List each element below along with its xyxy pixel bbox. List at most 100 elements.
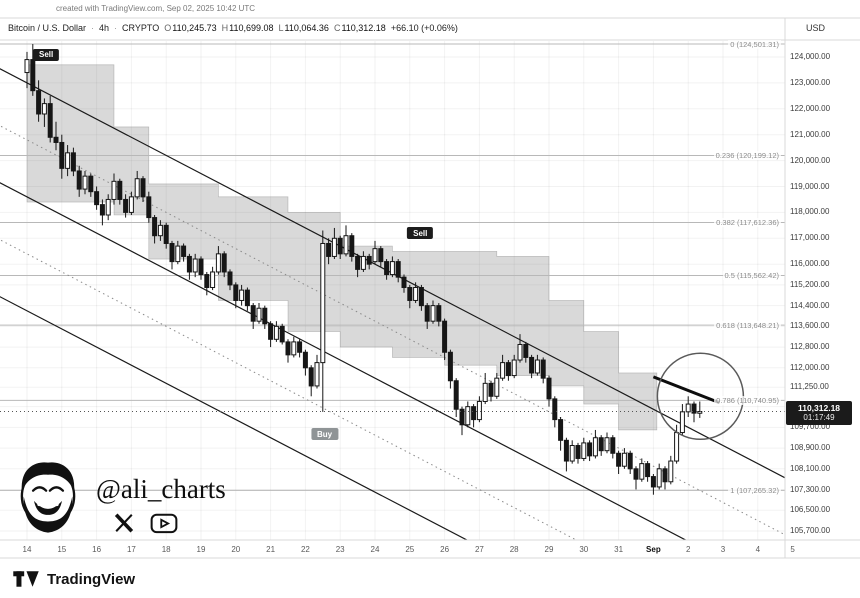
- watermark-handle: @ali_charts: [96, 474, 226, 504]
- candle-down: [453, 380, 459, 410]
- candle-down: [627, 452, 633, 470]
- price-axis-tick[interactable]: 118,000.00: [790, 207, 830, 217]
- low-key: L: [278, 23, 284, 33]
- price-axis-tick[interactable]: 117,000.00: [790, 233, 830, 243]
- candle-up: [685, 403, 691, 413]
- price-axis-tick[interactable]: 120,000.00: [790, 155, 831, 165]
- candle-down: [691, 403, 697, 414]
- plot-area[interactable]: [0, 41, 827, 598]
- price-axis-tick[interactable]: 109,700.00: [790, 422, 831, 432]
- price-axis-tick[interactable]: 123,000.00: [790, 77, 831, 87]
- candle-up: [656, 468, 662, 488]
- price-axis-tick[interactable]: 112,800.00: [790, 342, 830, 352]
- candle-down: [558, 419, 564, 441]
- candle-up: [569, 445, 575, 462]
- price-axis-tick[interactable]: 107,300.00: [790, 484, 831, 494]
- open-value: 110,245.73: [172, 23, 217, 33]
- legend-separator: ·: [114, 23, 118, 33]
- time-axis-tick[interactable]: 31: [614, 545, 624, 554]
- time-axis-tick[interactable]: 4: [755, 545, 761, 554]
- candle-up: [65, 152, 71, 169]
- time-axis-tick[interactable]: 24: [370, 545, 380, 554]
- youtube-icon: [150, 513, 178, 534]
- price-axis-tick[interactable]: 112,000.00: [790, 362, 830, 372]
- high-value: 110,699.08: [229, 23, 274, 33]
- candle-down: [99, 204, 105, 216]
- candle-down: [349, 235, 355, 257]
- created-with-text: created with TradingView.com, Sep 02, 20…: [56, 4, 256, 13]
- signal-buy: Buy: [310, 428, 339, 441]
- fib-label: 0.5 (115,562.42): [722, 271, 781, 281]
- candle-down: [442, 320, 448, 353]
- time-axis-tick[interactable]: 15: [57, 545, 67, 554]
- signal-sell: Sell: [407, 227, 434, 240]
- candle-down: [505, 362, 511, 377]
- candle-up: [331, 237, 337, 257]
- candle-down: [650, 476, 656, 488]
- time-axis-tick[interactable]: 23: [335, 545, 345, 554]
- candle-up: [210, 271, 216, 289]
- channel-line-dotted: [0, 239, 578, 540]
- market-label: CRYPTO: [122, 23, 160, 33]
- candle-down: [181, 245, 187, 257]
- time-axis-tick[interactable]: 21: [266, 545, 276, 554]
- candle-down: [384, 261, 390, 276]
- fib-label: 0.618 (113,648.21): [714, 320, 781, 330]
- time-axis-tick[interactable]: 3: [720, 545, 726, 554]
- price-axis-tick[interactable]: 113,600.00: [790, 321, 830, 331]
- price-axis-tick[interactable]: 106,500.00: [790, 505, 831, 515]
- candle-up: [604, 437, 610, 452]
- ohlc-open: O110,245.73: [164, 23, 216, 33]
- time-axis-tick[interactable]: 14: [22, 545, 32, 554]
- candle-up: [215, 253, 221, 273]
- price-axis-tick[interactable]: 114,400.00: [790, 300, 830, 310]
- time-axis-tick[interactable]: 27: [474, 545, 484, 554]
- time-axis-tick[interactable]: 30: [579, 545, 589, 554]
- time-axis-tick[interactable]: 5: [790, 545, 795, 554]
- candle-down: [169, 242, 175, 263]
- candle-down: [279, 325, 285, 343]
- candle-down: [36, 90, 42, 115]
- time-axis-tick[interactable]: 22: [300, 545, 310, 554]
- candle-down: [163, 224, 169, 244]
- time-axis-tick[interactable]: 19: [196, 545, 206, 554]
- price-axis-tick[interactable]: 111,250.00: [790, 382, 829, 392]
- time-axis-tick[interactable]: 25: [405, 545, 415, 554]
- price-axis-tick[interactable]: 105,700.00: [790, 525, 831, 535]
- time-axis-tick[interactable]: 17: [126, 545, 136, 554]
- candle-up: [679, 411, 685, 434]
- candle-up: [343, 235, 349, 255]
- candle-down: [30, 59, 36, 92]
- time-axis-tick[interactable]: 26: [440, 545, 450, 554]
- tradingview-attribution[interactable]: TradingView: [12, 564, 135, 594]
- ohlc-close: C110,312.18: [334, 23, 386, 33]
- channel-line-dotted: [0, 125, 785, 536]
- candle-down: [337, 237, 343, 255]
- candle-up: [134, 178, 140, 198]
- price-axis-tick[interactable]: 116,000.00: [790, 259, 830, 269]
- time-axis-tick[interactable]: 20: [231, 545, 241, 554]
- time-axis-tick[interactable]: 29: [544, 545, 554, 554]
- candle-up: [534, 359, 540, 374]
- price-axis-tick[interactable]: 115,200.00: [790, 279, 830, 289]
- candle-down: [262, 307, 268, 325]
- time-axis-tick[interactable]: 28: [509, 545, 519, 554]
- time-axis-tick[interactable]: Sep: [646, 545, 661, 554]
- candle-down: [308, 367, 314, 387]
- candle-down: [395, 261, 401, 278]
- price-axis-tick[interactable]: 124,000.00: [790, 52, 831, 61]
- price-axis-tick[interactable]: 108,900.00: [790, 443, 831, 453]
- price-axis-tick[interactable]: 122,000.00: [790, 103, 831, 113]
- candle-down: [401, 276, 407, 289]
- price-axis-tick[interactable]: 121,000.00: [790, 129, 831, 139]
- candle-down: [552, 398, 558, 421]
- time-axis-tick[interactable]: 16: [92, 545, 102, 554]
- price-axis-tick[interactable]: 108,100.00: [790, 463, 831, 473]
- candle-up: [111, 180, 117, 200]
- time-axis-tick[interactable]: 18: [161, 545, 171, 554]
- time-axis-tick[interactable]: 2: [685, 545, 691, 554]
- candle-down: [662, 468, 668, 483]
- price-axis-tick[interactable]: 119,000.00: [790, 181, 830, 191]
- candle-up: [517, 343, 523, 361]
